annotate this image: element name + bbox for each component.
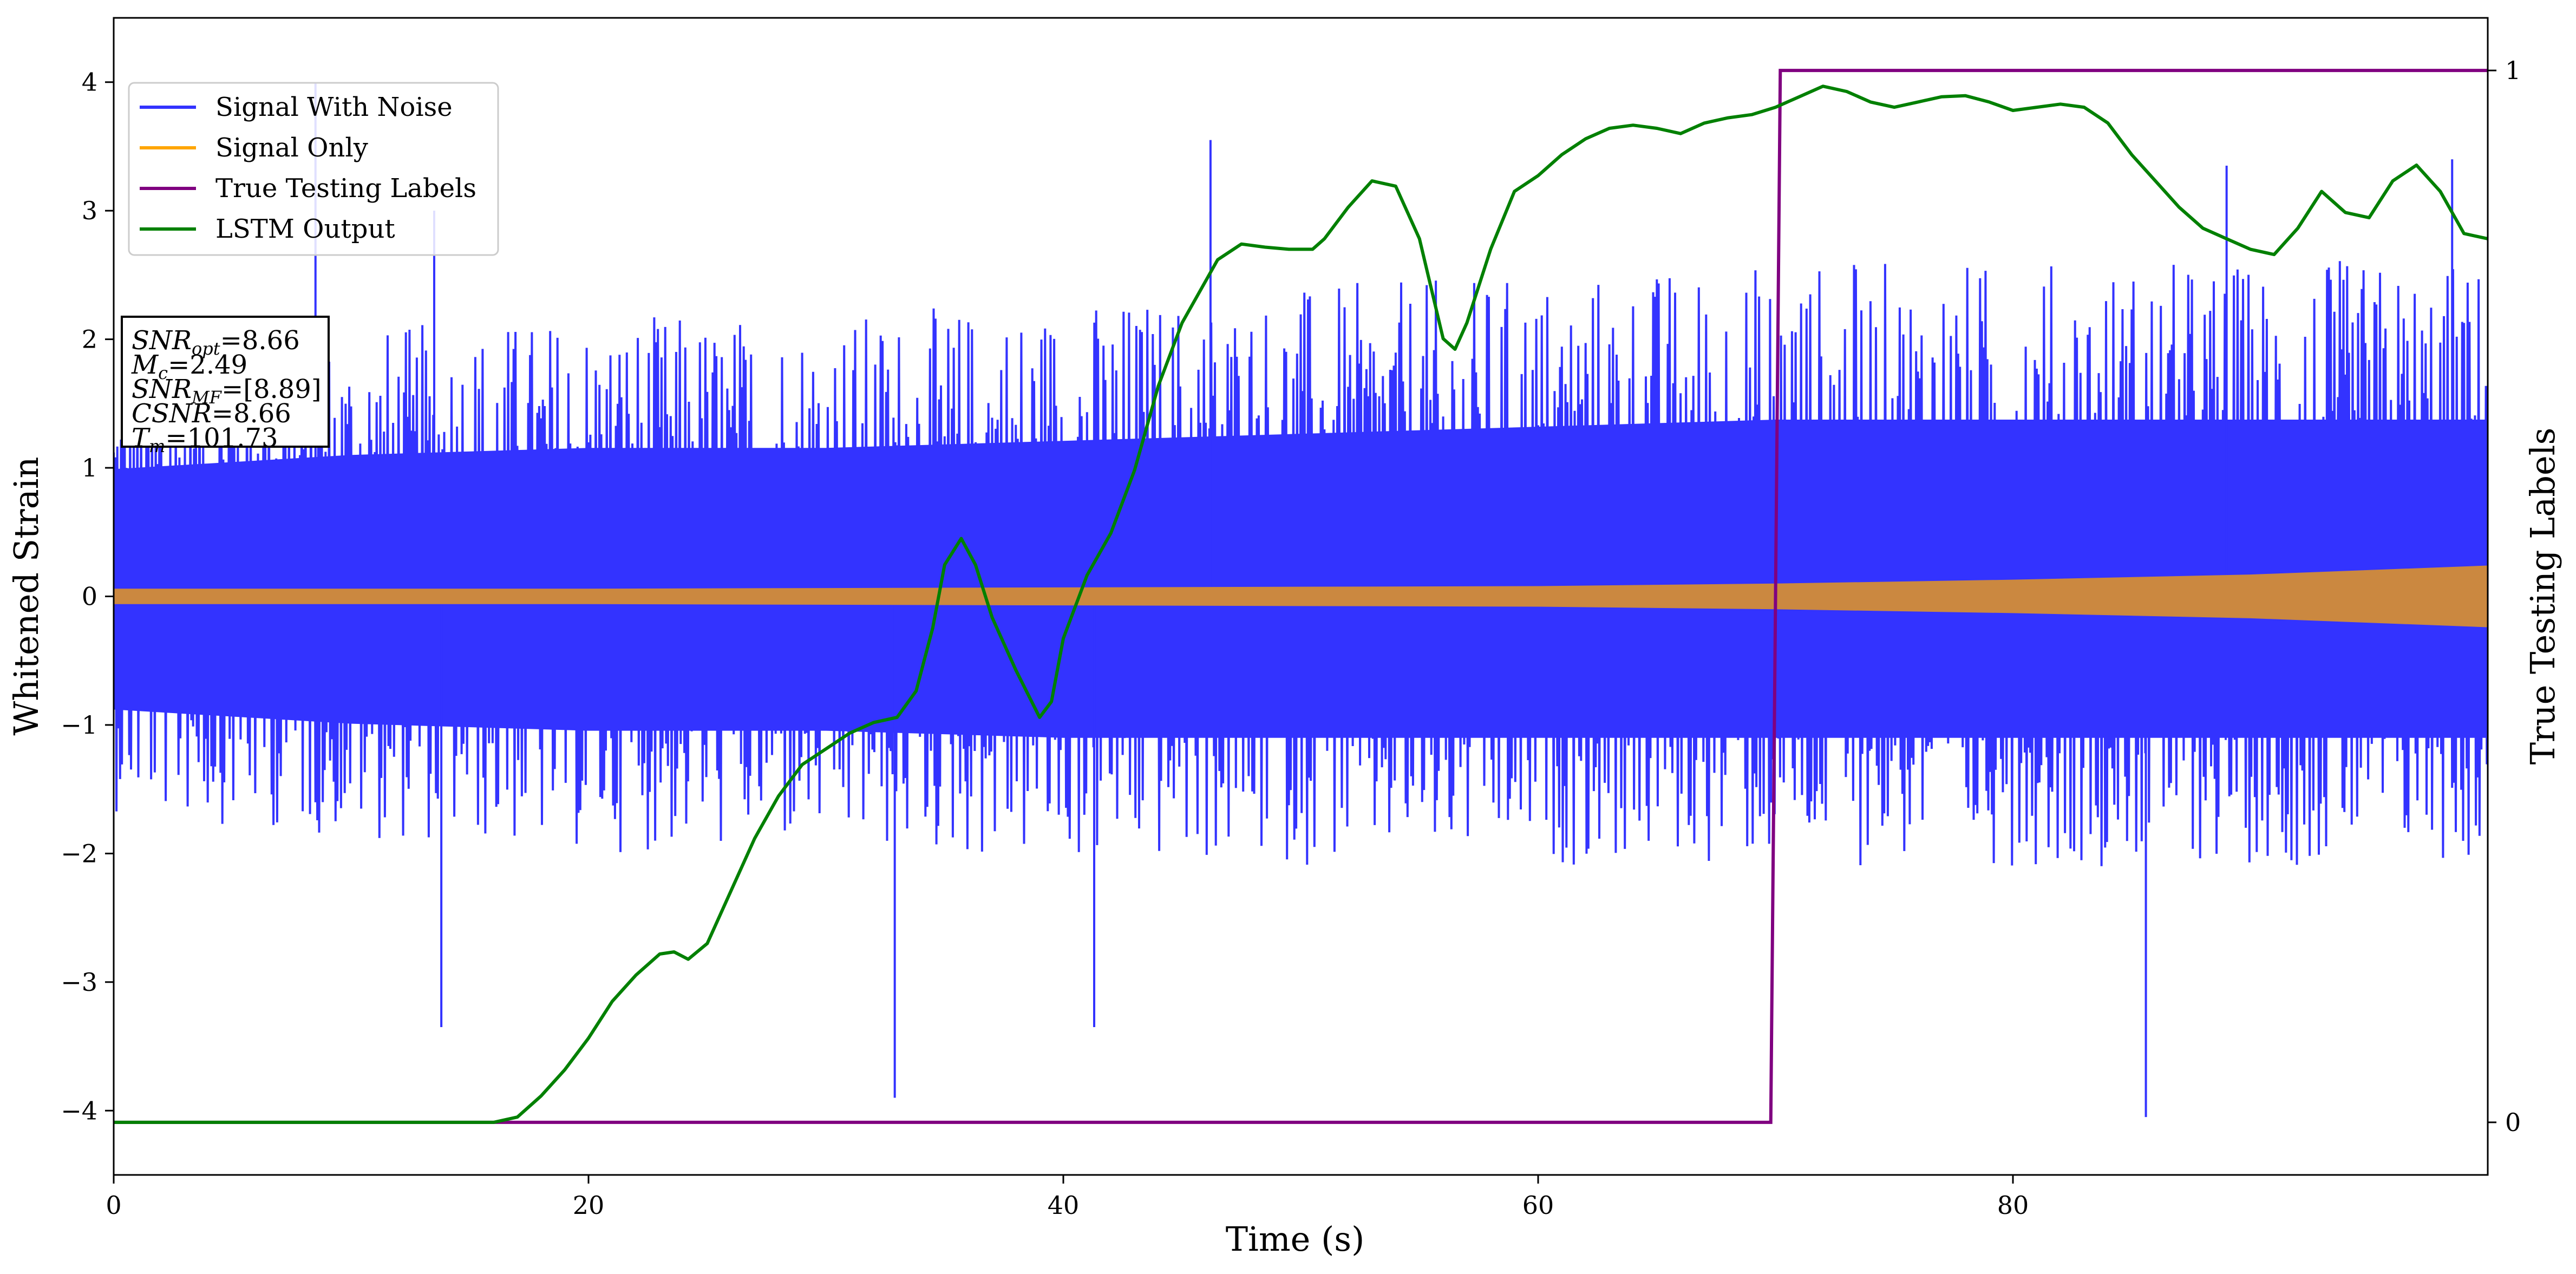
annotation-line: SNRMF=[8.89] (132, 374, 322, 408)
y-tick-label: 4 (82, 68, 97, 97)
annotation-value: =8.66 (220, 325, 300, 356)
annotation-line: Tm=101.73 (132, 423, 278, 456)
y-tick-label: 1 (82, 453, 97, 482)
annotation-line: CSNR=8.66 (132, 398, 291, 429)
y2-tick-label: 1 (2505, 56, 2521, 85)
parameter-annotation-box: SNRopt=8.66Mc=2.49SNRMF=[8.89]CSNR=8.66T… (121, 316, 330, 456)
y2-tick-label: 0 (2505, 1108, 2521, 1137)
annotation-value: =2.49 (168, 350, 247, 380)
annotation-variable: T (132, 423, 151, 453)
series-signal-with-noise-core (114, 420, 2488, 738)
y-tick-label: −4 (61, 1096, 97, 1125)
y-tick-label: 0 (82, 582, 97, 611)
annotation-value: =8.66 (212, 398, 291, 429)
annotation-variable: SNR (132, 325, 192, 356)
legend-label: Signal Only (215, 133, 368, 163)
x-tick-label: 20 (573, 1191, 605, 1220)
legend-label: LSTM Output (215, 214, 395, 244)
annotation-line: SNRopt=8.66 (132, 325, 300, 359)
x-axis-title: Time (s) (1226, 1219, 1365, 1259)
annotation-subscript: MF (191, 387, 223, 408)
annotation-value: =101.73 (165, 423, 278, 453)
x-tick-label: 80 (1997, 1191, 2029, 1220)
y-axis-title: Whitened Strain (6, 457, 46, 736)
annotation-line: Mc=2.49 (131, 350, 247, 383)
y-tick-label: −3 (61, 968, 97, 997)
annotation-variable: M (131, 350, 159, 380)
series-lstm-output (114, 84, 2488, 1124)
x-tick-label: 60 (1522, 1191, 1554, 1220)
legend-frame (128, 82, 499, 256)
annotation-subscript: c (158, 363, 168, 383)
x-tick-label: 40 (1048, 1191, 1080, 1220)
y-tick-label: 2 (82, 325, 97, 354)
annotation-subscript: opt (192, 338, 220, 359)
y-tick-label: 3 (82, 196, 97, 225)
annotation-frame (121, 316, 330, 448)
y-tick-label: −2 (61, 839, 97, 868)
series-layer (114, 69, 2488, 1124)
legend-label: True Testing Labels (215, 173, 476, 204)
annotation-variable: CSNR (132, 398, 212, 429)
annotation-subscript: m (149, 436, 165, 456)
x-tick-label: 0 (106, 1191, 121, 1220)
y-tick-label: −1 (61, 710, 97, 740)
annotation-value: =[8.89] (221, 374, 322, 404)
annotation-variable: SNR (132, 374, 192, 404)
legend: Signal With Noise Signal Only True Testing… (128, 82, 499, 256)
legend-label: Signal With Noise (215, 92, 453, 122)
series-signal-only (114, 565, 2488, 628)
series-true-testing-labels (114, 69, 2488, 1124)
y2-axis-title: True Testing Labels (2523, 428, 2562, 765)
